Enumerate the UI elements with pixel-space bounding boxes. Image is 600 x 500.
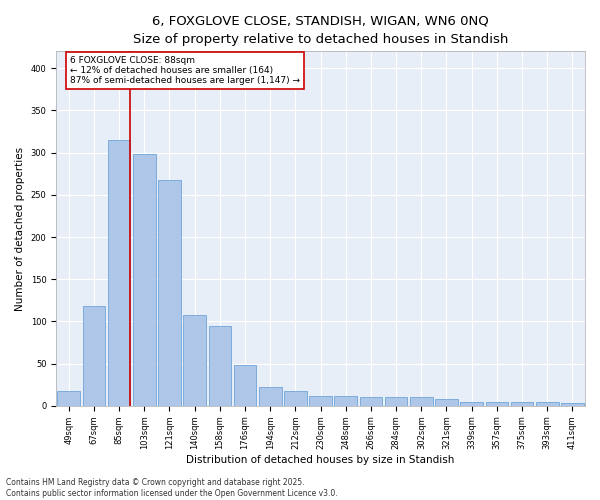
Bar (108, 140, 130, 406)
X-axis label: Distribution of detached houses by size in Standish: Distribution of detached houses by size … (187, 455, 455, 465)
Bar (184, 314, 206, 406)
Bar (536, 402, 559, 406)
Bar (309, 396, 332, 406)
Bar (385, 396, 407, 406)
Bar (410, 398, 433, 406)
Bar (58, 390, 80, 406)
Bar (561, 404, 584, 406)
Title: 6, FOXGLOVE CLOSE, STANDISH, WIGAN, WN6 0NQ
Size of property relative to detache: 6, FOXGLOVE CLOSE, STANDISH, WIGAN, WN6 … (133, 15, 508, 46)
Bar (511, 402, 533, 406)
Text: Contains HM Land Registry data © Crown copyright and database right 2025.
Contai: Contains HM Land Registry data © Crown c… (6, 478, 338, 498)
Bar (158, 180, 181, 406)
Bar (83, 306, 105, 406)
Y-axis label: Number of detached properties: Number of detached properties (15, 146, 25, 310)
Bar (435, 399, 458, 406)
Bar (284, 392, 307, 406)
Bar (209, 326, 231, 406)
Bar (334, 396, 357, 406)
Bar (359, 396, 382, 406)
Bar (460, 402, 483, 406)
Bar (259, 388, 281, 406)
Bar (485, 402, 508, 406)
Bar (133, 154, 155, 406)
Bar (233, 366, 256, 406)
Text: 6 FOXGLOVE CLOSE: 88sqm
← 12% of detached houses are smaller (164)
87% of semi-d: 6 FOXGLOVE CLOSE: 88sqm ← 12% of detache… (70, 56, 300, 86)
